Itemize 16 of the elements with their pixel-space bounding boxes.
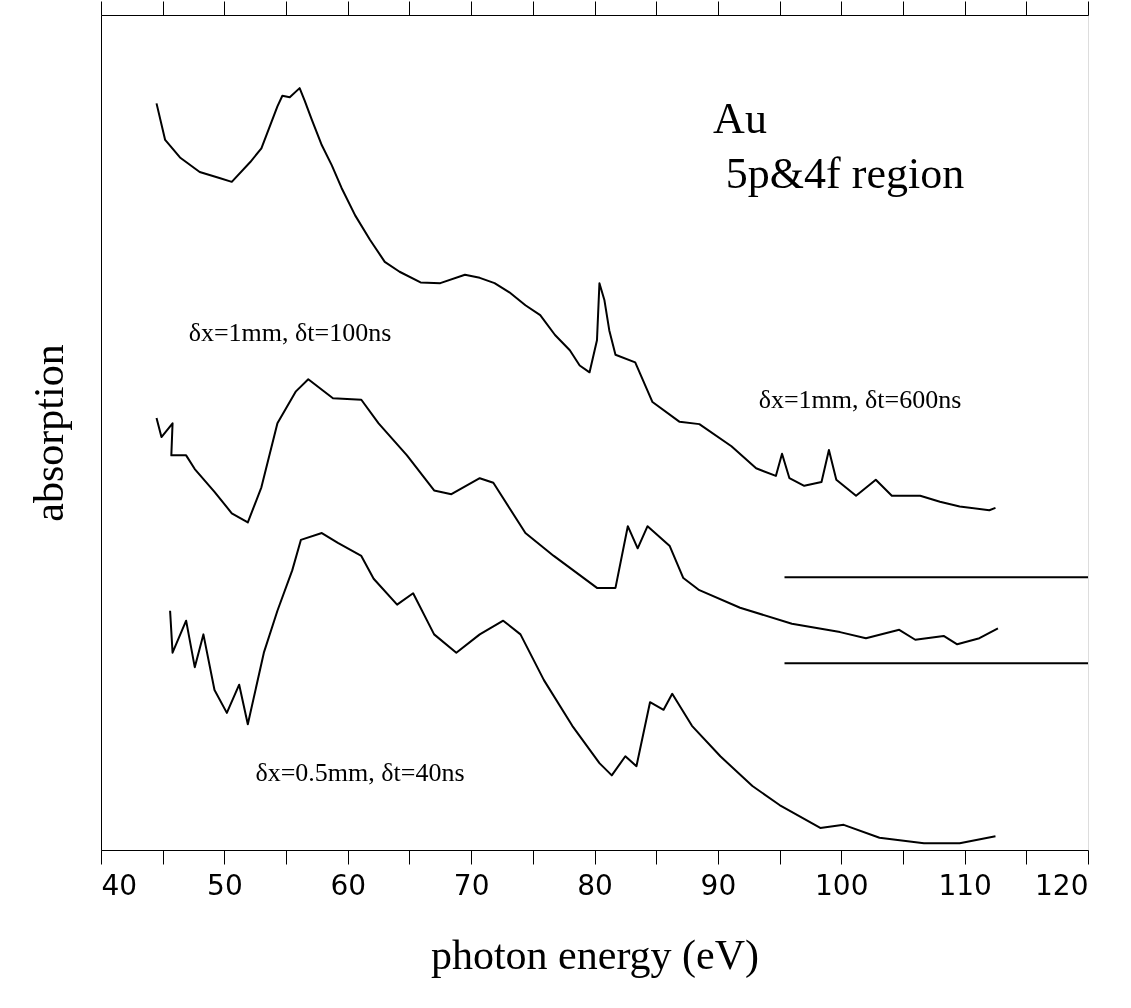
y-axis-title: absorption <box>25 344 72 522</box>
annotation: Au <box>713 94 767 143</box>
x-tick-label: 60 <box>330 868 367 902</box>
annotation: 5p&4f region <box>725 149 965 198</box>
x-tick-label: 100 <box>815 868 869 902</box>
x-tick-label: 90 <box>700 868 737 902</box>
x-axis-title: photon energy (eV) <box>430 931 760 979</box>
x-tick-label: 50 <box>207 868 243 902</box>
series-label: δx=0.5mm, δt=40ns <box>255 758 465 787</box>
series-label: δx=1mm, δt=100ns <box>188 318 392 347</box>
x-tick-label: 70 <box>453 868 490 902</box>
series-label: δx=1mm, δt=600ns <box>758 385 962 414</box>
x-tick-label: 40 <box>101 868 138 902</box>
x-tick-label: 120 <box>1035 868 1089 902</box>
x-tick-label: 80 <box>577 868 613 902</box>
x-tick-label: 110 <box>938 868 992 902</box>
